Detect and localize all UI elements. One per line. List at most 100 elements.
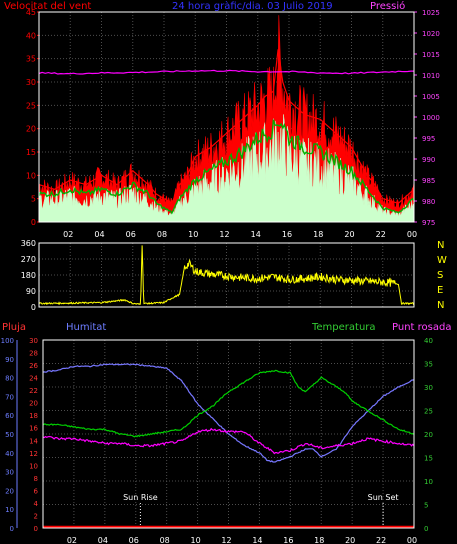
wind-gust-area	[38, 15, 415, 223]
wind-y-tick-label: 30	[26, 78, 36, 87]
temperature-x-tick-label: 14	[252, 536, 262, 544]
temperature-x-tick-label: 20	[345, 536, 355, 544]
temperature-x-tick-label: 04	[98, 536, 108, 544]
compass-label: S	[437, 270, 443, 281]
pressure-y-tick-label: 1015	[422, 51, 440, 59]
pressure-y-tick-label: 995	[422, 135, 435, 143]
wind-y-tick-label: 15	[26, 148, 36, 157]
direction-y-tick-label: 0	[31, 303, 36, 312]
humidity-y-tick-label: 70	[5, 393, 14, 401]
temperature-x-tick-label: 22	[376, 536, 386, 544]
temperature-y-tick-label: 20	[424, 431, 433, 439]
wind-ylabel-right: Pressió	[370, 0, 405, 12]
wind-chart-frame	[38, 11, 415, 223]
direction-y-tick-label: 180	[21, 271, 36, 280]
rain-y-tick-label: 10	[29, 462, 38, 470]
rain-y-tick-label: 18	[29, 412, 38, 420]
temperature-y-tick-label: 35	[424, 361, 433, 369]
temperature-x-tick-label: 00	[407, 536, 417, 544]
wind-x-tick-label: 06	[126, 230, 136, 239]
humidity-y-tick-label: 0	[10, 525, 14, 533]
wind-x-tick-label: 14	[251, 230, 261, 239]
direction-chart-frame	[38, 242, 415, 308]
pressure-y-tick-label: 990	[422, 156, 435, 164]
humidity-y-tick-label: 100	[1, 337, 14, 345]
direction-y-tick-label: 360	[21, 239, 36, 248]
wind-y-tick-label: 10	[26, 171, 36, 180]
temperature-y-tick-label: 0	[424, 525, 428, 533]
temperature-y-tick-label: 5	[424, 502, 428, 510]
wind-x-tick-label: 00	[407, 230, 417, 239]
pressure-y-tick-label: 980	[422, 198, 435, 206]
wind-x-tick-label: 02	[63, 230, 73, 239]
humidity-label: Humitat	[66, 322, 106, 333]
rain-y-tick-label: 22	[29, 387, 38, 395]
rain-y-tick-label: 30	[29, 337, 38, 345]
wind-x-tick-label: 20	[344, 230, 354, 239]
temperature-x-tick-label: 16	[283, 536, 293, 544]
pressure-y-tick-label: 1000	[422, 114, 440, 122]
rain-y-tick-label: 0	[34, 525, 38, 533]
wind-y-tick-label: 45	[26, 8, 36, 17]
dewpoint-label: Punt rosada	[392, 322, 451, 333]
temperature-x-tick-label: 12	[221, 536, 231, 544]
rain-y-tick-label: 20	[29, 400, 38, 408]
rain-y-tick-label: 6	[34, 487, 39, 495]
wind-y-tick-label: 0	[31, 218, 36, 227]
rain-y-tick-label: 2	[34, 512, 38, 520]
wind-direction-line	[38, 245, 415, 306]
humidity-y-tick-label: 20	[5, 487, 14, 495]
temperature-chart-frame	[42, 339, 415, 529]
pressure-y-tick-label: 1005	[422, 93, 440, 101]
dewpoint-line	[42, 427, 415, 455]
temperature-x-tick-label: 10	[190, 536, 200, 544]
pressure-line	[38, 69, 414, 75]
humidity-y-tick-label: 10	[5, 506, 14, 514]
sunset-label: Sun Set	[368, 493, 399, 502]
temperature-y-tick-label: 30	[424, 384, 433, 392]
wind-y-tick-label: 40	[26, 31, 36, 40]
compass-label: N	[437, 300, 444, 311]
pressure-y-tick-label: 1025	[422, 9, 440, 17]
rain-y-tick-label: 12	[29, 450, 38, 458]
rain-y-tick-label: 16	[29, 425, 38, 433]
wind-x-tick-label: 12	[219, 230, 229, 239]
temperature-label: Temperatura	[311, 322, 376, 333]
compass-label: W	[437, 255, 447, 266]
sunrise-label: Sun Rise	[123, 493, 158, 502]
temperature-x-tick-label: 18	[314, 536, 324, 544]
rain-y-tick-label: 24	[29, 375, 38, 383]
temperature-x-tick-label: 02	[67, 536, 77, 544]
temperature-x-tick-label: 06	[129, 536, 139, 544]
humidity-y-tick-label: 80	[5, 375, 14, 383]
rain-label: Pluja	[2, 322, 26, 333]
wind-speed-area	[38, 114, 415, 223]
wind-y-tick-label: 35	[26, 55, 36, 64]
wind-x-tick-label: 16	[282, 230, 292, 239]
wind-ylabel-left: Velocitat del vent	[4, 1, 91, 12]
humidity-line	[42, 363, 415, 463]
wind-x-tick-label: 10	[188, 230, 198, 239]
temperature-y-tick-label: 40	[424, 337, 433, 345]
wind-y-tick-label: 5	[31, 195, 36, 204]
wind-gust-line	[38, 49, 415, 205]
temperature-y-tick-label: 25	[424, 408, 433, 416]
direction-y-tick-label: 90	[26, 287, 36, 296]
rain-y-tick-label: 4	[34, 500, 39, 508]
compass-label: N	[437, 240, 444, 251]
humidity-y-tick-label: 30	[5, 469, 14, 477]
rain-y-tick-label: 26	[29, 362, 38, 370]
temperature-x-tick-label: 08	[160, 536, 170, 544]
humidity-y-tick-label: 60	[5, 412, 14, 420]
temperature-line	[42, 369, 415, 438]
rain-y-tick-label: 28	[29, 350, 38, 358]
temperature-y-tick-label: 10	[424, 478, 433, 486]
compass-label: E	[437, 285, 443, 296]
wind-x-tick-label: 22	[376, 230, 386, 239]
pressure-y-tick-label: 975	[422, 219, 435, 227]
humidity-y-tick-label: 50	[5, 431, 14, 439]
rain-y-tick-label: 14	[29, 437, 38, 445]
wind-x-tick-label: 18	[313, 230, 323, 239]
wind-x-tick-label: 08	[157, 230, 167, 239]
